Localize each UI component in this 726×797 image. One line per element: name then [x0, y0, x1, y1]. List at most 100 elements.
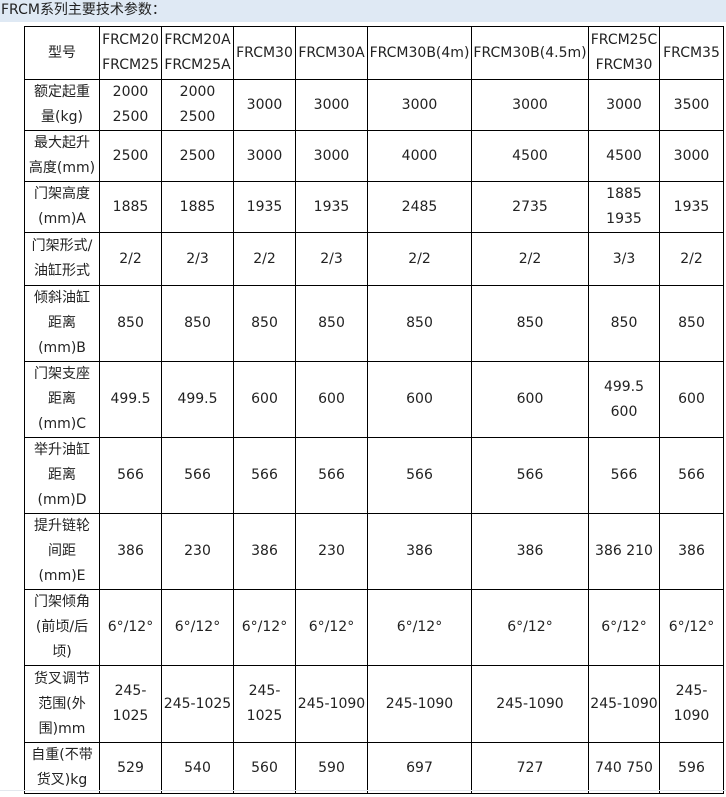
row-label: 倾斜油缸 距离 (mm)B [24, 285, 100, 362]
table-cell: 529 [99, 742, 162, 794]
table-cell: 2/3 [295, 232, 368, 286]
table-cell: 850 [367, 285, 472, 362]
table-cell: 2/2 [233, 232, 296, 286]
table-cell: 850 [161, 285, 234, 362]
table-cell: 386 [471, 513, 589, 590]
row-label: 门架倾角 (前顷/后 顷) [24, 589, 100, 666]
table-cell: 3000 [295, 79, 368, 131]
table-cell: 245- 1025 [233, 665, 296, 743]
model-header: FRCM30B(4.5m) [471, 26, 589, 80]
table-row: 门架高度 (mm)A 1885 1885 1935 1935 2485 2735 1885 1… [24, 181, 724, 233]
table-cell: 727 [471, 742, 589, 794]
table-cell: 386 [99, 513, 162, 590]
table-cell: 6°/12° [161, 589, 234, 666]
table-cell: 566 [588, 437, 660, 514]
table-cell: 3000 [233, 79, 296, 131]
table-cell: 596 [659, 742, 724, 794]
model-header: FRCM30 [233, 26, 296, 80]
table-cell: 6°/12° [233, 589, 296, 666]
table-cell: 6°/12° [295, 589, 368, 666]
table-cell: 850 [233, 285, 296, 362]
table-cell: 4500 [471, 130, 589, 182]
table-row: 门架形式/ 油缸形式 2/2 2/3 2/2 2/3 2/2 2/2 3/3 2/2 [24, 232, 724, 286]
table-cell: 3000 [295, 130, 368, 182]
table-cell: 566 [295, 437, 368, 514]
table-cell: 6°/12° [99, 589, 162, 666]
table-cell: 4000 [367, 130, 472, 182]
table-cell: 1935 [295, 181, 368, 233]
table-cell: 245-1090 [588, 665, 660, 743]
table-cell: 566 [161, 437, 234, 514]
table-cell: 6°/12° [659, 589, 724, 666]
table-row: 提升链轮 间距 (mm)E 386 230 386 230 386 386 386 210 38… [24, 513, 724, 590]
table-cell: 1935 [233, 181, 296, 233]
table-cell: 566 [99, 437, 162, 514]
table-cell: 245-1090 [367, 665, 472, 743]
table-cell: 590 [295, 742, 368, 794]
table-cell: 600 [659, 361, 724, 438]
table-cell: 2500 [99, 130, 162, 182]
table-cell: 245- 1025 [99, 665, 162, 743]
table-cell: 386 [233, 513, 296, 590]
row-label: 举升油缸 距离 (mm)D [24, 437, 100, 514]
table-cell: 3500 [659, 79, 724, 131]
row-label: 门架支座 距离 (mm)C [24, 361, 100, 438]
row-label: 额定起重 量(kg) [24, 79, 100, 131]
table-cell: 850 [659, 285, 724, 362]
table-cell: 499.5 [99, 361, 162, 438]
row-label: 型号 [24, 26, 100, 80]
model-header: FRCM35 [659, 26, 724, 80]
table-cell: 499.5 [161, 361, 234, 438]
model-header: FRCM30A [295, 26, 368, 80]
table-cell: 850 [471, 285, 589, 362]
model-header: FRCM20A FRCM25A [161, 26, 234, 80]
table-cell: 2/2 [659, 232, 724, 286]
model-header: FRCM20 FRCM25 [99, 26, 162, 80]
table-cell: 3000 [659, 130, 724, 182]
table-row: 门架倾角 (前顷/后 顷) 6°/12° 6°/12° 6°/12° 6°/12° 6°/… [24, 589, 724, 666]
header-row: 型号 FRCM20 FRCM25 FRCM20A FRCM25A FRCM30 FRCM… [24, 26, 724, 80]
model-header: FRCM25C FRCM30 [588, 26, 660, 80]
table-cell: 3/3 [588, 232, 660, 286]
table-cell: 2000 2500 [161, 79, 234, 131]
table-cell: 3000 [588, 79, 660, 131]
row-label: 门架形式/ 油缸形式 [24, 232, 100, 286]
table-cell: 560 [233, 742, 296, 794]
table-row: 倾斜油缸 距离 (mm)B 850 850 850 850 850 850 850 850 [24, 285, 724, 362]
table-cell: 499.5 600 [588, 361, 660, 438]
table-cell: 566 [367, 437, 472, 514]
table-cell: 386 [367, 513, 472, 590]
table-cell: 245-1025 [161, 665, 234, 743]
row-label: 门架高度 (mm)A [24, 181, 100, 233]
table-cell: 6°/12° [588, 589, 660, 666]
table-cell: 3000 [367, 79, 472, 131]
table-cell: 1885 1935 [588, 181, 660, 233]
table-cell: 850 [99, 285, 162, 362]
table-cell: 600 [233, 361, 296, 438]
table-cell: 2/3 [161, 232, 234, 286]
table-cell: 2735 [471, 181, 589, 233]
table-row: 额定起重 量(kg) 2000 2500 2000 2500 3000 3000 3000… [24, 79, 724, 131]
table-cell: 850 [588, 285, 660, 362]
table-cell: 2500 [161, 130, 234, 182]
table-cell: 2/2 [367, 232, 472, 286]
table-row: 最大起升 高度(mm) 2500 2500 3000 3000 4000 4500 4500 3… [24, 130, 724, 182]
table-cell: 230 [295, 513, 368, 590]
table-cell: 697 [367, 742, 472, 794]
spec-table: 型号 FRCM20 FRCM25 FRCM20A FRCM25A FRCM30 FRCM… [24, 26, 724, 794]
divider [0, 790, 726, 791]
table-cell: 2485 [367, 181, 472, 233]
table-cell: 566 [659, 437, 724, 514]
model-header: FRCM30B(4m) [367, 26, 472, 80]
table-cell: 245- 1090 [659, 665, 724, 743]
table-row: 门架支座 距离 (mm)C 499.5 499.5 600 600 600 600 499.5… [24, 361, 724, 438]
table-cell: 230 [161, 513, 234, 590]
table-cell: 6°/12° [471, 589, 589, 666]
table-row: 货叉调节 范围(外 围)mm 245- 1025 245-1025 245- 1025… [24, 665, 724, 743]
table-cell: 1885 [161, 181, 234, 233]
row-label: 提升链轮 间距 (mm)E [24, 513, 100, 590]
table-cell: 2/2 [99, 232, 162, 286]
table-cell: 600 [295, 361, 368, 438]
table-cell: 4500 [588, 130, 660, 182]
table-cell: 1885 [99, 181, 162, 233]
